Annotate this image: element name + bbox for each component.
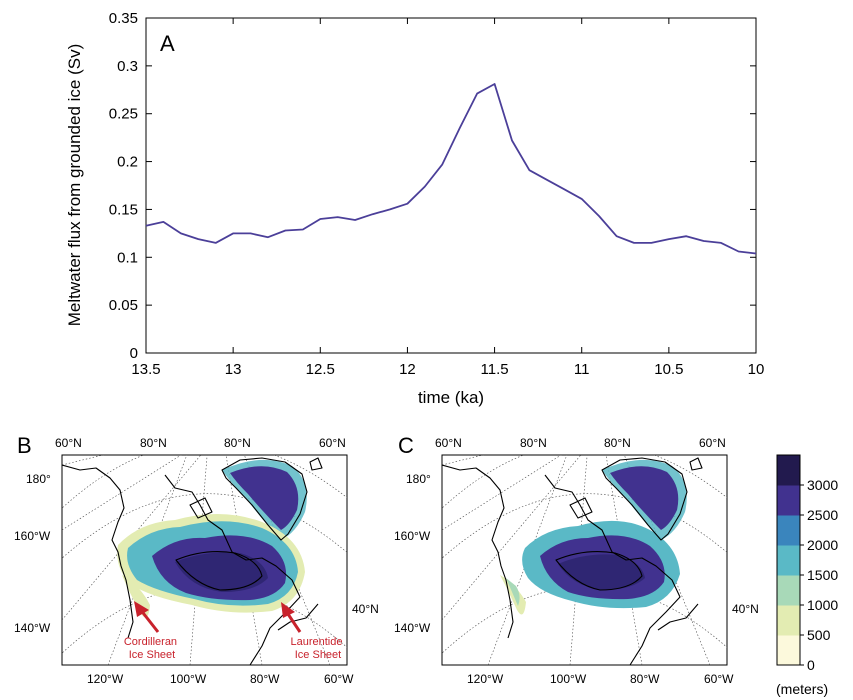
colorbar-tick-label: 2000 [807,537,838,553]
y-tick-label: 0.05 [109,297,138,314]
svg-text:100°W: 100°W [170,672,207,686]
x-tick-label: 13.5 [131,361,160,378]
annotation-arrows [134,601,302,633]
svg-text:80°N: 80°N [140,436,167,450]
svg-text:60°N: 60°N [435,436,462,450]
x-tick-label: 12 [399,361,416,378]
colorbar-unit: (meters) [776,681,828,697]
x-tick-label: 11 [574,361,590,378]
ice-thickness-field [500,459,687,615]
svg-text:120°W: 120°W [87,672,124,686]
svg-text:80°N: 80°N [224,436,251,450]
colorbar-band [777,575,800,606]
plot-frame [145,17,757,354]
panel-a-label: A [160,31,175,56]
svg-text:180°: 180° [406,472,431,486]
svg-text:40°N: 40°N [352,602,379,616]
svg-text:160°W: 160°W [14,529,51,543]
x-tick-label: 10 [748,361,765,378]
x-tick-label: 13 [225,361,242,378]
annotation-cordilleran: Cordilleran Ice Sheet [124,636,180,661]
panel-a-line-chart: A 0 0.05 0.1 0.15 0.2 0.25 0.3 0.35 13.5 13 12.5 1… [65,10,764,407]
panel-c-map: C [394,433,759,686]
x-tick-label: 10.5 [654,361,683,378]
svg-text:180°: 180° [26,472,51,486]
y-tick-label: 0.3 [117,58,138,75]
svg-text:60°W: 60°W [324,672,354,686]
panel-c-label: C [398,433,414,458]
y-tick-label: 0 [130,345,138,362]
x-axis-label: time (ka) [418,388,484,407]
x-tick-label: 12.5 [306,361,335,378]
map-labels-b: 60°N 80°N 80°N 60°N 180° 160°W 140°W 120… [14,436,379,686]
panel-b-label: B [17,433,32,458]
colorbar-tick-label: 3000 [807,477,838,493]
svg-text:80°W: 80°W [250,672,280,686]
colorbar-band [777,545,800,576]
colorbar-tick-label: 1500 [807,567,838,583]
svg-text:60°N: 60°N [699,436,726,450]
coastlines [62,457,323,665]
annotation-laurentide: Laurentide Ice Sheet [290,636,345,661]
y-tick-label: 0.25 [109,106,138,123]
svg-text:60°N: 60°N [319,436,346,450]
colorbar-tick-label: 500 [807,627,831,643]
svg-text:140°W: 140°W [394,621,431,635]
svg-text:60°W: 60°W [704,672,734,686]
y-tick-label: 0.1 [117,249,138,266]
colorbar-tick-label: 1000 [807,597,838,613]
y-tick-label: 0.2 [117,154,138,171]
svg-text:80°W: 80°W [630,672,660,686]
y-axis-label: Meltwater flux from grounded ice (Sv) [65,44,84,327]
svg-text:100°W: 100°W [550,672,587,686]
svg-text:120°W: 120°W [467,672,504,686]
y-tick-label: 0.15 [109,201,138,218]
colorbar-band [777,605,800,636]
svg-text:60°N: 60°N [55,436,82,450]
colorbar-band [777,485,800,516]
svg-text:160°W: 160°W [394,529,431,543]
colorbar-band [777,515,800,546]
colorbar-frame [776,454,801,666]
colorbar-band [777,635,800,666]
svg-text:80°N: 80°N [604,436,631,450]
colorbar: 0 500 1000 1500 2000 2500 3000 (meters) [776,454,838,697]
colorbar-tick-label: 2500 [807,507,838,523]
svg-text:140°W: 140°W [14,621,51,635]
coastlines [442,457,703,665]
svg-text:40°N: 40°N [732,602,759,616]
panel-b-map: B [14,433,379,686]
colorbar-tick-label: 0 [807,657,815,673]
x-tick-label: 11.5 [481,361,509,378]
svg-text:80°N: 80°N [520,436,547,450]
colorbar-band [777,455,800,486]
y-tick-label: 0.35 [109,10,138,27]
series-line [145,83,757,255]
map-labels-c: 60°N 80°N 80°N 60°N 180° 160°W 140°W 120… [394,436,759,686]
